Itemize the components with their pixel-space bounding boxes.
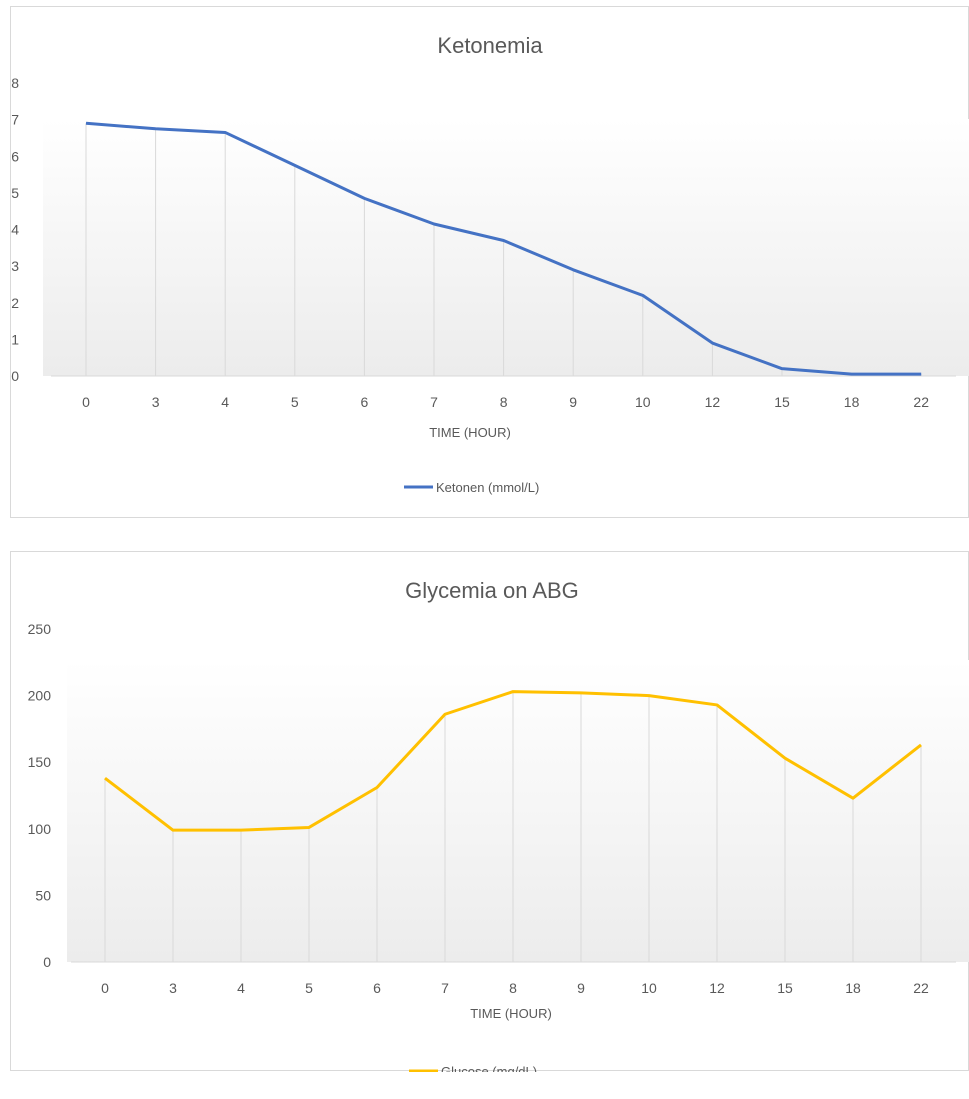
y-tick-label: 150 [28,754,52,770]
legend-label-glucose: Glucose (mg/dL) [441,1064,537,1072]
x-tick-label: 9 [577,980,585,996]
x-tick-label: 12 [705,394,721,410]
legend-label-ketonen: Ketonen (mmol/L) [436,480,539,495]
x-tick-label: 8 [509,980,517,996]
x-tick-label: 6 [373,980,381,996]
x-tick-label: 3 [169,980,177,996]
x-tick-label: 7 [441,980,449,996]
legend: Ketonen (mmol/L) [404,480,539,495]
x-tick-label: 8 [500,394,508,410]
x-tick-label: 22 [913,394,929,410]
y-tick-label: 200 [28,688,52,704]
plot-area-background [43,119,969,376]
x-tick-label: 18 [844,394,860,410]
y-tick-label: 2 [11,295,19,311]
x-tick-label: 15 [777,980,793,996]
x-axis-title: TIME (HOUR) [429,425,511,440]
series-line-ketonen [85,121,922,376]
x-tick-label: 4 [221,394,229,410]
x-tick-label: 7 [430,394,438,410]
x-tick-label: 0 [82,394,90,410]
x-tick-label: 5 [305,980,313,996]
glycemia-chart: Glycemia on ABG 0 50 100 150 200 250 0 3 4 5 6 7 8 9… [10,551,969,1072]
y-tick-label: 4 [11,222,19,238]
y-tick-label: 3 [11,258,19,274]
y-tick-label: 0 [11,368,19,384]
y-tick-label: 0 [43,954,51,970]
y-axis-ticks: 0 50 100 150 200 250 [28,621,52,970]
x-tick-label: 5 [291,394,299,410]
series-line-glucose [104,690,922,832]
y-axis-ticks: 0 1 2 3 4 5 6 7 8 [11,75,19,384]
x-axis-ticks: 0 3 4 5 6 7 8 9 10 12 15 18 22 [101,980,929,996]
x-axis-ticks: 0 3 4 5 6 7 8 9 10 12 15 18 22 [82,394,929,410]
y-tick-label: 6 [11,148,19,164]
x-tick-label: 3 [152,394,160,410]
y-tick-label: 1 [11,331,19,347]
x-tick-label: 10 [635,394,651,410]
y-tick-label: 50 [35,887,51,903]
x-tick-label: 12 [709,980,725,996]
drop-lines [104,691,922,962]
chart-title: Glycemia on ABG [405,578,579,603]
glycemia-chart-svg: Glycemia on ABG 0 50 100 150 200 250 0 3 4 5 6 7 8 9… [28,578,969,1072]
x-tick-label: 0 [101,980,109,996]
x-tick-label: 6 [361,394,369,410]
y-tick-label: 100 [28,821,52,837]
plot-area-background [67,660,969,962]
x-tick-label: 15 [774,394,790,410]
x-tick-label: 22 [913,980,929,996]
y-tick-label: 250 [28,621,52,637]
y-tick-label: 5 [11,185,19,201]
x-tick-label: 18 [845,980,861,996]
y-tick-label: 7 [11,112,19,128]
x-axis-title: TIME (HOUR) [470,1006,552,1021]
x-tick-label: 10 [641,980,657,996]
chart-title: Ketonemia [437,33,543,58]
x-tick-label: 9 [569,394,577,410]
legend: Glucose (mg/dL) [409,1064,537,1072]
y-tick-label: 8 [11,75,19,91]
x-tick-label: 4 [237,980,245,996]
